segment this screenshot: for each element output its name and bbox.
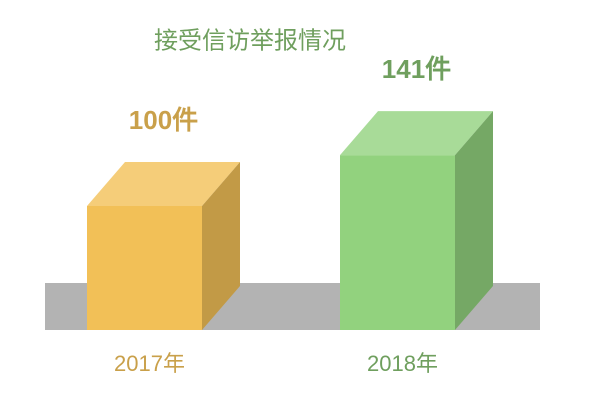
bar: [87, 206, 202, 330]
bar-side: [202, 162, 240, 330]
data-label: 100件: [129, 105, 198, 135]
chart-title: 接受信访举报情况: [154, 27, 346, 54]
bar-top: [87, 162, 240, 206]
data-label: 141件: [382, 54, 451, 84]
x-tick-label: 2018年: [367, 351, 438, 376]
bar-side: [455, 111, 493, 330]
x-tick-label: 2017年: [114, 351, 185, 376]
bar: [340, 155, 455, 330]
bar-top: [340, 111, 493, 156]
